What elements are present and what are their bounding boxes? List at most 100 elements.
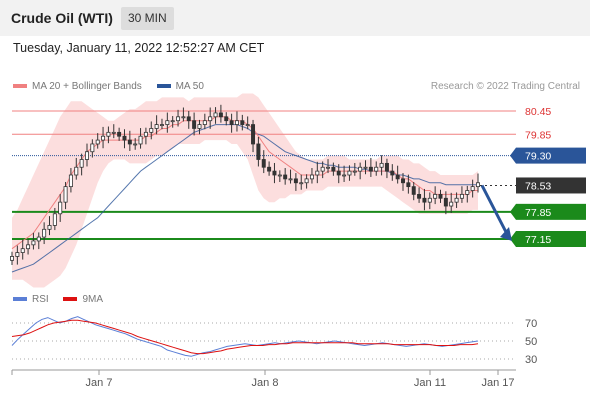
candle-body xyxy=(26,244,31,250)
candle-body xyxy=(283,174,288,180)
candle-body xyxy=(111,131,116,134)
candle-body xyxy=(224,116,229,122)
candle-body xyxy=(127,139,132,145)
candle-body xyxy=(411,186,416,195)
forecast-arrowhead xyxy=(500,227,512,241)
ma50-line xyxy=(11,124,478,273)
candle-body xyxy=(352,170,357,173)
9ma-line xyxy=(11,319,479,355)
candle-body xyxy=(459,193,464,199)
candle-body xyxy=(363,166,368,169)
candle-body xyxy=(401,178,406,184)
candle-body xyxy=(309,174,314,180)
candle-body xyxy=(240,120,245,125)
level-label-77-15: 77.15 xyxy=(525,234,551,246)
legend-item-9ma: 9MA xyxy=(63,294,103,305)
candle-body xyxy=(10,256,14,261)
candle-body xyxy=(272,170,277,176)
candle-body xyxy=(331,166,336,172)
level-box-79-30 xyxy=(516,147,586,164)
candle-body xyxy=(304,178,309,184)
candle-body xyxy=(52,213,57,226)
candle-body xyxy=(63,186,68,203)
candle-body xyxy=(213,112,218,118)
candle-body xyxy=(170,120,175,123)
legend-item-ma20: MA 20 + Bollinger Bands xyxy=(13,81,145,92)
candle-body xyxy=(20,248,25,253)
candle-body xyxy=(176,116,181,122)
candle-body xyxy=(427,197,432,203)
ma20-line xyxy=(11,116,478,250)
candle-body xyxy=(133,143,138,146)
candle-body xyxy=(68,174,73,188)
candle-body xyxy=(433,193,438,199)
candle-body xyxy=(229,120,234,125)
legend-swatch-rsi xyxy=(13,297,27,302)
candle-body xyxy=(154,124,159,129)
level-arrow-77-85 xyxy=(510,203,516,220)
candle-body xyxy=(143,131,148,137)
timestamp: Tuesday, January 11, 2022 12:52:27 AM CE… xyxy=(13,41,265,55)
candle-body xyxy=(465,190,470,195)
candle-body xyxy=(261,159,266,168)
credit-text: Research © 2022 Trading Central xyxy=(430,81,580,92)
candle-body xyxy=(256,143,261,160)
candle-body xyxy=(245,124,250,126)
rsi-legend: RSI 9MA xyxy=(13,294,115,305)
candle-body xyxy=(374,166,379,172)
candle-body xyxy=(58,201,63,215)
candle-body xyxy=(347,170,352,176)
timeframe-badge[interactable]: 30 MIN xyxy=(121,7,174,30)
level-arrow-79-30 xyxy=(510,147,516,164)
legend-label-ma50: MA 50 xyxy=(175,81,204,92)
candle-body xyxy=(192,120,197,129)
rsi-tick-50: 50 xyxy=(525,336,537,348)
price-legend: MA 20 + Bollinger Bands MA 50 xyxy=(13,81,216,92)
candle-body xyxy=(74,166,79,176)
forecast-arrow xyxy=(480,184,509,235)
candle-body xyxy=(417,193,422,199)
x-tick-label: Jan 11 xyxy=(414,377,446,389)
legend-swatch-ma50 xyxy=(156,84,171,89)
candle-body xyxy=(208,116,213,122)
candle-body xyxy=(379,162,384,168)
legend-label-ma20: MA 20 + Bollinger Bands xyxy=(32,81,142,92)
price-panel: 80.45 79.85 79.30 78.53 77.85 77.15 xyxy=(10,93,586,288)
level-box-77-15 xyxy=(516,231,586,247)
candle-body xyxy=(90,143,95,153)
x-tick-label: Jan 17 xyxy=(481,377,514,389)
rsi-tick-70: 70 xyxy=(525,318,537,330)
legend-label-9ma: 9MA xyxy=(82,294,104,305)
candle-body xyxy=(42,228,47,238)
legend-swatch-ma20 xyxy=(13,84,27,89)
candle-body xyxy=(422,197,427,203)
candle-body xyxy=(117,131,122,137)
candle-body xyxy=(197,124,202,129)
candle-body xyxy=(79,159,84,168)
candle-body xyxy=(288,178,293,181)
candle-body xyxy=(31,240,36,246)
candle-body xyxy=(342,174,347,177)
candle-body xyxy=(299,182,304,185)
candle-body xyxy=(138,135,143,145)
candle-body xyxy=(358,166,363,172)
chart-header: Crude Oil (WTI) 30 MIN xyxy=(0,0,590,36)
x-tick-label: Jan 7 xyxy=(86,377,113,389)
candle-body xyxy=(315,170,320,176)
candle-body xyxy=(251,124,256,145)
legend-swatch-9ma xyxy=(63,297,78,302)
x-axis: Jan 7 Jan 8 Jan 11 Jan 17 xyxy=(11,369,516,389)
candle-body xyxy=(36,236,41,242)
candle-body xyxy=(234,120,239,125)
candle-body xyxy=(406,182,411,188)
level-label-77-85: 77.85 xyxy=(525,207,551,219)
level-label-80-45: 80.45 xyxy=(525,106,551,118)
candle-body xyxy=(101,135,106,141)
candle-body xyxy=(47,225,52,230)
instrument-title: Crude Oil (WTI) xyxy=(11,10,113,26)
candle-body xyxy=(470,186,475,191)
legend-label-rsi: RSI xyxy=(32,294,49,305)
candle-body xyxy=(149,128,154,133)
rsi-panel: 70 50 30 xyxy=(11,316,537,366)
